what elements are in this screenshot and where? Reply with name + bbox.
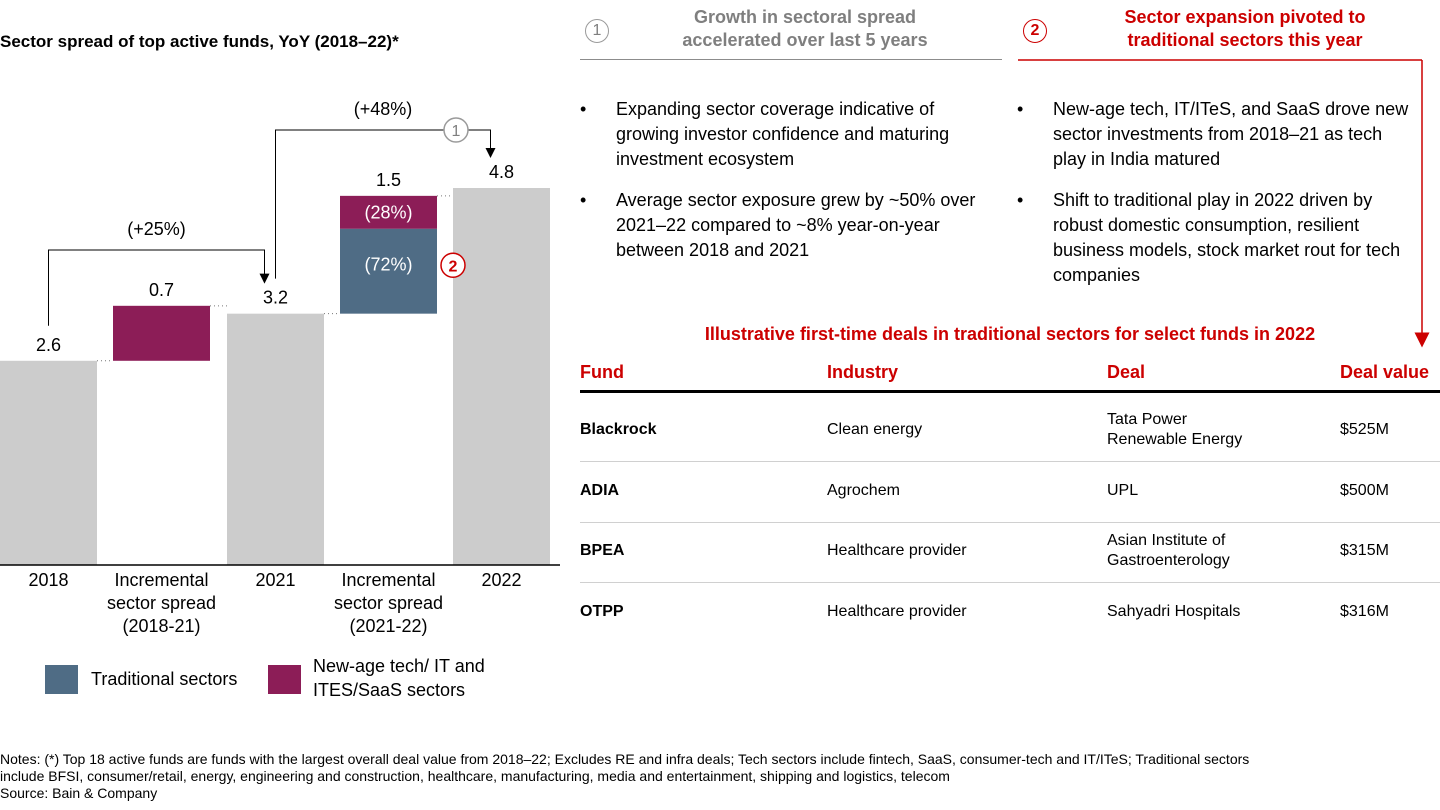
section-1-underline <box>580 59 1002 60</box>
section-2-bullet: • New-age tech, IT/ITeS, and SaaS drove n… <box>1017 99 1409 169</box>
cell-deal: Sahyadri Hospitals <box>1107 603 1241 620</box>
data-label: 0.7 <box>149 280 174 300</box>
legend-swatch-new-age-tech <box>268 665 301 694</box>
category-label: (2018-21) <box>122 616 200 636</box>
increment-bar-segment <box>113 305 210 361</box>
total-bar <box>453 188 550 565</box>
deals-table-title: Illustrative first-time deals in traditi… <box>704 324 1316 344</box>
cell-deal-value: $315M <box>1340 542 1389 559</box>
table-header-industry: Industry <box>827 362 899 382</box>
growth-bracket <box>275 129 496 279</box>
cell-fund: ADIA <box>580 482 620 499</box>
legend-swatch-traditional <box>45 665 78 694</box>
growth-bracket <box>48 249 270 326</box>
segment-share-label: (72%) <box>364 254 412 274</box>
marker-2-badge <box>440 252 466 279</box>
increment-bar-segment <box>340 195 437 229</box>
segment-share-label: (28%) <box>364 202 412 222</box>
row-divider <box>580 582 1440 583</box>
chart-title: Sector spread of top active funds, YoY (… <box>0 32 399 51</box>
category-label: (2021-22) <box>349 616 427 636</box>
data-label: 3.2 <box>263 288 288 308</box>
section-2-bullet: • Shift to traditional play in 2022 drive… <box>1017 190 1401 285</box>
category-label: 2018 <box>28 570 68 590</box>
category-label: sector spread <box>334 593 443 613</box>
category-label: 2021 <box>255 570 295 590</box>
marker-2-label: 2 <box>449 258 458 275</box>
table-header-deal-value: Deal value <box>1340 362 1430 382</box>
section-2-header: Sector expansion pivoted to traditional … <box>1124 7 1366 50</box>
cell-industry: Clean energy <box>827 421 923 438</box>
data-label: 1.5 <box>376 170 401 190</box>
total-bar <box>0 360 97 565</box>
growth-label: (+48%) <box>354 99 413 119</box>
marker-1-badge <box>443 117 469 143</box>
category-label: Incremental <box>114 570 208 590</box>
section-1-bullet: • Expanding sector coverage indicative of… <box>580 99 950 169</box>
row-divider <box>580 461 1440 462</box>
section-1-number-badge: 1 <box>585 19 609 43</box>
row-divider <box>580 522 1440 523</box>
source-line: Source: Bain & Company <box>0 785 158 801</box>
cell-deal: Tata Power Renewable Energy <box>1107 411 1243 448</box>
section-2-connector <box>1018 59 1430 348</box>
category-label: 2022 <box>481 570 521 590</box>
cell-deal: UPL <box>1107 482 1139 499</box>
growth-label: (+25%) <box>127 219 186 239</box>
cell-industry: Healthcare provider <box>827 542 967 559</box>
category-label: Incremental <box>341 570 435 590</box>
cell-fund: OTPP <box>580 603 624 620</box>
data-label: 2.6 <box>36 335 61 355</box>
table-header-fund: Fund <box>580 362 624 382</box>
total-bar <box>227 313 324 565</box>
section-1-bullets: • Expanding sector coverage indicative of… <box>580 97 990 279</box>
cell-fund: BPEA <box>580 542 625 559</box>
notes-line: Notes: (*) Top 18 active funds are funds… <box>0 751 1250 767</box>
section-2-bullets: • New-age tech, IT/ITeS, and SaaS drove n… <box>1017 97 1417 304</box>
cell-fund: Blackrock <box>580 421 657 438</box>
data-label: 4.8 <box>489 162 514 182</box>
legend-label-new-age-tech: New-age tech/ IT and ITES/SaaS sectors <box>313 656 485 700</box>
table-header-deal: Deal <box>1107 362 1146 382</box>
cell-deal: Asian Institute of Gastroenterology <box>1107 532 1230 569</box>
cell-industry: Healthcare provider <box>827 603 967 620</box>
cell-deal-value: $316M <box>1340 603 1389 620</box>
cell-deal-value: $500M <box>1340 482 1389 499</box>
section-1-bullet: • Average sector exposure grew by ~50% ov… <box>580 190 976 260</box>
increment-bar-segment <box>340 228 437 314</box>
table-header-rule <box>580 390 1440 393</box>
marker-1-label: 1 <box>452 123 461 140</box>
notes-line: include BFSI, consumer/retail, energy, e… <box>0 768 950 784</box>
waterfall-chart: 2.6 3.2 4.8 0.7 (28%) (72%) 2 1.5 (+25%) (+48%) 1 2… <box>0 99 560 636</box>
section-1-header: Growth in sectoral spread accelerated ov… <box>682 7 928 50</box>
footnotes: Notes: (*) Top 18 active funds are funds… <box>0 751 1436 802</box>
section-2-number-badge: 2 <box>1023 19 1047 43</box>
category-label: sector spread <box>107 593 216 613</box>
legend-label-traditional: Traditional sectors <box>91 669 238 689</box>
cell-industry: Agrochem <box>827 482 900 499</box>
cell-deal-value: $525M <box>1340 421 1389 438</box>
